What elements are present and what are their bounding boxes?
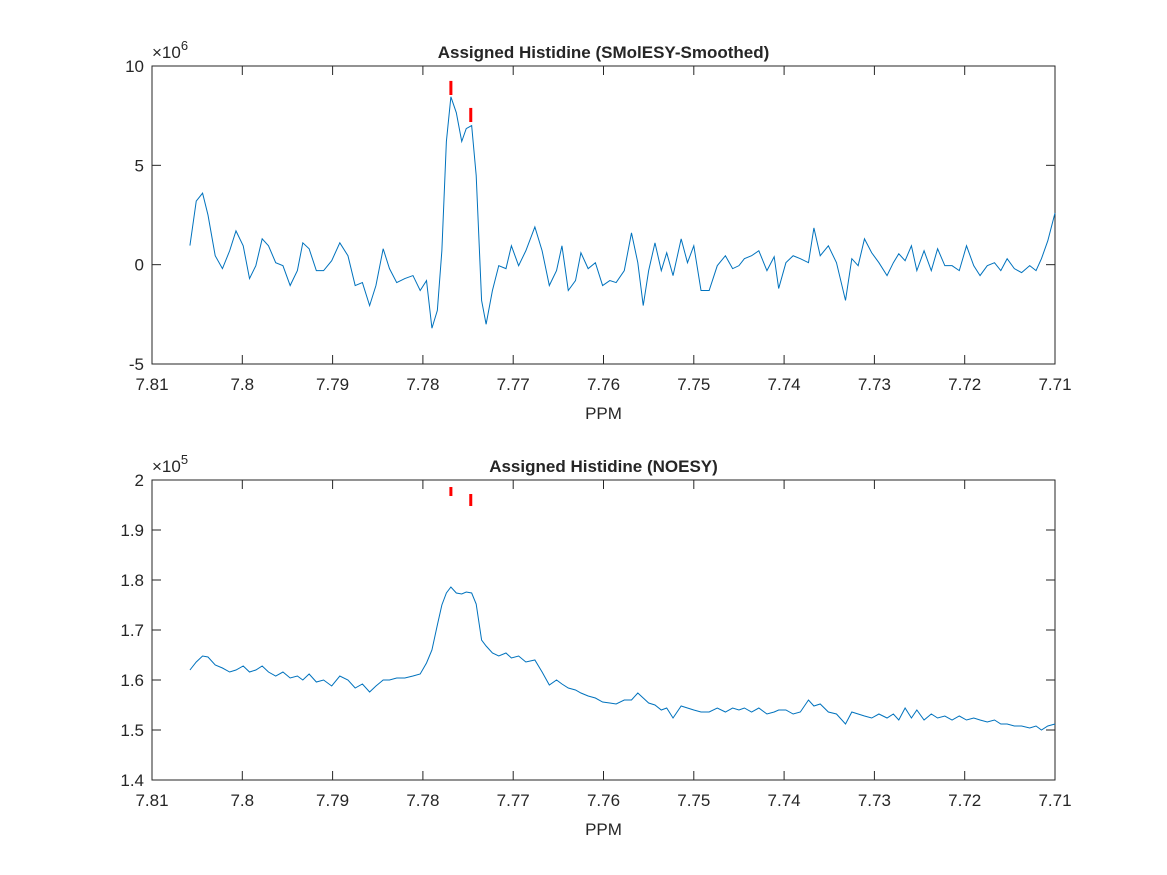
y-tick-label: 10	[125, 57, 144, 76]
x-tick-label: 7.77	[497, 791, 530, 810]
x-tick-label: 7.74	[768, 791, 801, 810]
y-tick-label: 5	[135, 156, 144, 175]
x-tick-label: 7.75	[677, 375, 710, 394]
x-tick-label: 7.79	[316, 791, 349, 810]
axes-box	[151, 479, 1056, 781]
y-tick-label: 1.5	[120, 721, 144, 740]
x-tick-label: 7.76	[587, 375, 620, 394]
chart-title: Assigned Histidine (SMolESY-Smoothed)	[438, 43, 770, 62]
x-tick-label: 7.78	[406, 791, 439, 810]
x-tick-label: 7.81	[135, 375, 168, 394]
x-tick-label: 7.72	[948, 375, 981, 394]
y-tick-label: 1.4	[120, 771, 144, 790]
x-tick-label: 7.73	[858, 791, 891, 810]
data-line	[189, 96, 1056, 329]
x-tick-label: 7.81	[135, 791, 168, 810]
y-tick-label: 1.8	[120, 571, 144, 590]
chart-title: Assigned Histidine (NOESY)	[489, 457, 718, 476]
subplot: 7.81 7.8 7.79 7.78 7.77 7.76 7.75 7.74 7.73 7.72 7…	[125, 38, 1071, 423]
y-tick-label: 1.9	[120, 521, 144, 540]
x-tick-label: 7.76	[587, 791, 620, 810]
y-multiplier-exponent: 5	[181, 452, 188, 467]
subplot: 7.81 7.8 7.79 7.78 7.77 7.76 7.75 7.74 7.73 7.72 7…	[120, 452, 1071, 839]
x-axis-label: PPM	[585, 820, 622, 839]
y-tick-label: -5	[129, 355, 144, 374]
x-tick-label: 7.72	[948, 791, 981, 810]
y-tick-label: 1.7	[120, 621, 144, 640]
y-multiplier: ×106	[152, 38, 188, 62]
x-tick-label: 7.71	[1038, 791, 1071, 810]
y-multiplier-exponent: 6	[181, 38, 188, 53]
x-tick-label: 7.71	[1038, 375, 1071, 394]
x-tick-label: 7.75	[677, 791, 710, 810]
x-tick-label: 7.8	[230, 375, 254, 394]
x-tick-label: 7.73	[858, 375, 891, 394]
y-tick-label: 1.6	[120, 671, 144, 690]
y-tick-label: 0	[135, 256, 144, 275]
y-tick-label: 2	[135, 471, 144, 490]
axes-box	[151, 65, 1056, 365]
data-line	[189, 586, 1056, 731]
x-tick-label: 7.8	[230, 791, 254, 810]
x-tick-label: 7.79	[316, 375, 349, 394]
x-axis-label: PPM	[585, 404, 622, 423]
y-multiplier-base: ×10	[152, 43, 181, 62]
x-tick-label: 7.74	[768, 375, 801, 394]
y-multiplier-base: ×10	[152, 457, 181, 476]
y-multiplier: ×105	[152, 452, 188, 476]
x-tick-label: 7.77	[497, 375, 530, 394]
x-tick-label: 7.78	[406, 375, 439, 394]
